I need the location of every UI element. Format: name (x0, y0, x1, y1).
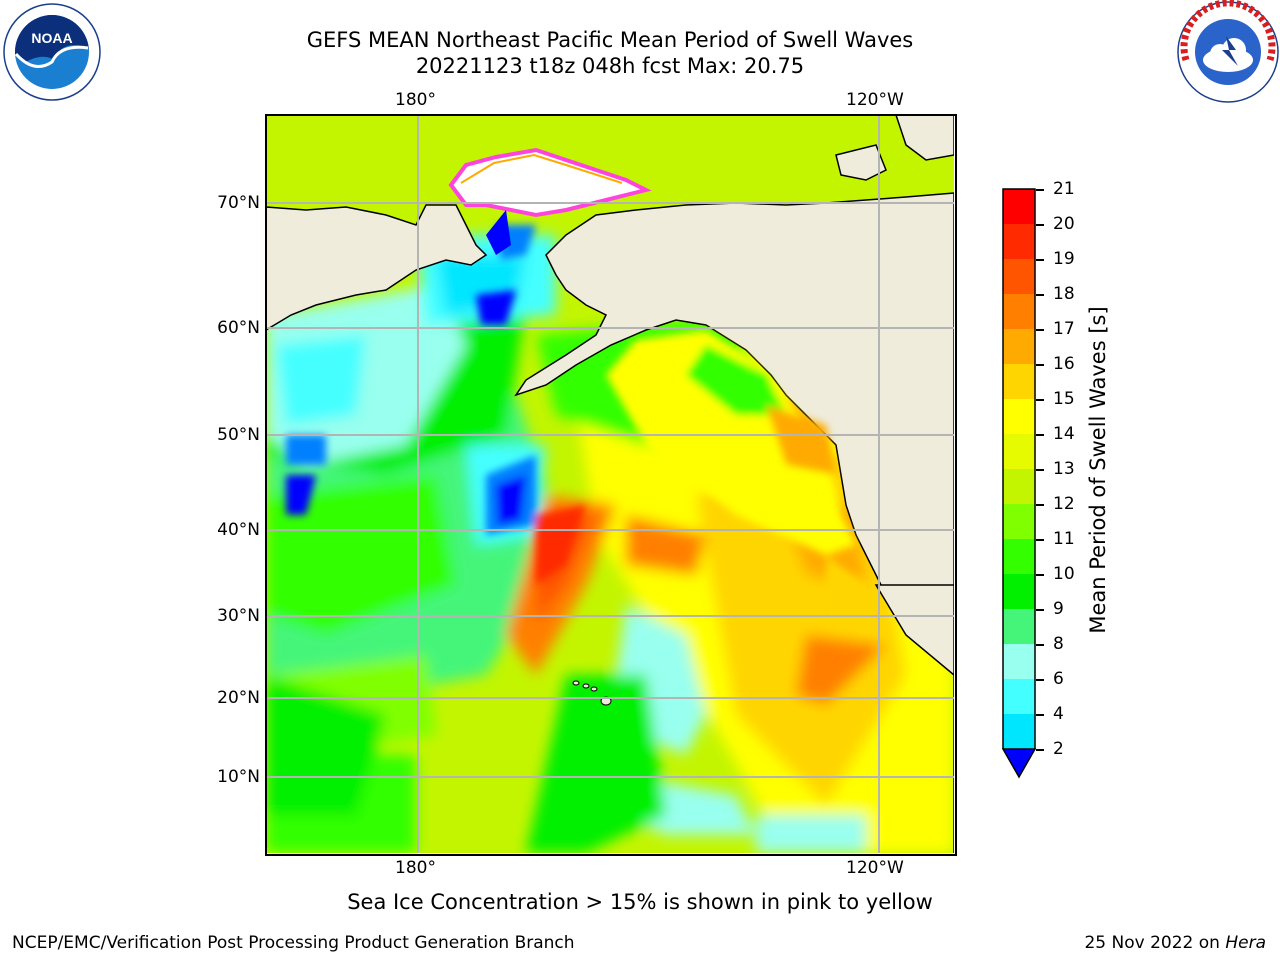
colorbar-segment (1003, 189, 1035, 224)
colorbar-segment (1003, 224, 1035, 259)
nws-logo (1176, 0, 1280, 104)
colorbar-title: Mean Period of Swell Waves [s] (1086, 306, 1110, 634)
colorbar-segment (1003, 259, 1035, 294)
chart-subtitle: 20221123 t18z 048h fcst Max: 20.75 (415, 54, 805, 78)
lat-label-60n: 60°N (217, 318, 260, 338)
lat-label-20n: 20°N (217, 688, 260, 708)
colorbar-tick-label: 17 (1053, 319, 1075, 339)
colorbar-tick-mark (1036, 539, 1044, 541)
colorbar-tick-mark (1036, 609, 1044, 611)
colorbar-tick-label: 6 (1053, 669, 1064, 689)
colorbar-tick-label: 16 (1053, 354, 1075, 374)
colorbar-tick-label: 10 (1053, 564, 1075, 584)
colorbar-segment (1003, 504, 1035, 539)
colorbar-tick-mark (1036, 224, 1044, 226)
lat-label-50n: 50°N (217, 425, 260, 445)
noaa-logo: NOAA (2, 2, 102, 102)
sea-ice-inner-edge (460, 153, 623, 184)
lat-label-10n: 10°N (217, 767, 260, 787)
colorbar-segment (1003, 679, 1035, 714)
colorbar-segment (1003, 609, 1035, 644)
colorbar-tick-mark (1036, 329, 1044, 331)
colorbar-segment (1003, 644, 1035, 679)
colorbar-tick-mark (1036, 749, 1044, 751)
colorbar-tick-label: 19 (1053, 249, 1075, 269)
colorbar-tick-label: 12 (1053, 494, 1075, 514)
colorbar-tick-mark (1036, 434, 1044, 436)
colorbar-segment (1003, 714, 1035, 749)
colorbar-tick-label: 21 (1053, 179, 1075, 199)
colorbar-segment (1003, 364, 1035, 399)
lat-label-30n: 30°N (217, 606, 260, 626)
colorbar-outline (1002, 188, 1036, 749)
lat-label-40n: 40°N (217, 520, 260, 540)
colorbar (1001, 188, 1037, 782)
colorbar-tick-label: 4 (1053, 704, 1064, 724)
credit-right: 25 Nov 2022 on Hera (1084, 933, 1266, 953)
colorbar-tick-mark (1036, 469, 1044, 471)
colorbar-tick-label: 15 (1053, 389, 1075, 409)
colorbar-segment (1003, 294, 1035, 329)
swell-period-map (266, 115, 954, 853)
colorbar-tick-label: 2 (1053, 739, 1064, 759)
colorbar-tick-mark (1036, 644, 1044, 646)
lon-label-180-bottom: 180° (395, 858, 436, 878)
colorbar-tick-mark (1036, 679, 1044, 681)
colorbar-segment (1003, 399, 1035, 434)
colorbar-tick-mark (1036, 259, 1044, 261)
landmass (266, 115, 954, 853)
colorbar-tick-mark (1036, 574, 1044, 576)
colorbar-segment (1003, 574, 1035, 609)
colorbar-tick-label: 9 (1053, 599, 1064, 619)
colorbar-tick-label: 11 (1053, 529, 1075, 549)
colorbar-tick-mark (1036, 189, 1044, 191)
colorbar-tick-label: 20 (1053, 214, 1075, 234)
sea-ice-edge (448, 147, 652, 218)
colorbar-tick-mark (1036, 294, 1044, 296)
map-panel (266, 115, 954, 853)
noaa-text: NOAA (31, 30, 72, 46)
lon-label-120w-top: 120°W (846, 90, 904, 110)
colorbar-tick-label: 13 (1053, 459, 1075, 479)
graticule (266, 115, 954, 853)
credit-machine: Hera (1225, 933, 1266, 953)
credit-date: 25 Nov 2022 on (1084, 933, 1220, 953)
colorbar-tick-mark (1036, 364, 1044, 366)
colorbar-tick-mark (1036, 399, 1044, 401)
credit-left: NCEP/EMC/Verification Post Processing Pr… (12, 933, 575, 953)
colorbar-tick-label: 18 (1053, 284, 1075, 304)
colorbar-segment (1003, 434, 1035, 469)
colorbar-extend-arrow (1001, 748, 1037, 779)
colorbar-segment (1003, 469, 1035, 504)
colorbar-segment (1003, 539, 1035, 574)
colorbar-tick-mark (1036, 504, 1044, 506)
colorbar-graphic (1001, 188, 1037, 779)
sea-ice-footnote: Sea Ice Concentration > 15% is shown in … (347, 890, 933, 914)
bering-strait-low (486, 210, 511, 255)
lon-label-120w-bottom: 120°W (846, 858, 904, 878)
colorbar-tick-mark (1036, 714, 1044, 716)
lon-label-180-top: 180° (395, 90, 436, 110)
colorbar-segment (1003, 329, 1035, 364)
chart-title: GEFS MEAN Northeast Pacific Mean Period … (306, 28, 914, 52)
colorbar-tick-label: 14 (1053, 424, 1075, 444)
lat-label-70n: 70°N (217, 193, 260, 213)
colorbar-tick-label: 8 (1053, 634, 1064, 654)
